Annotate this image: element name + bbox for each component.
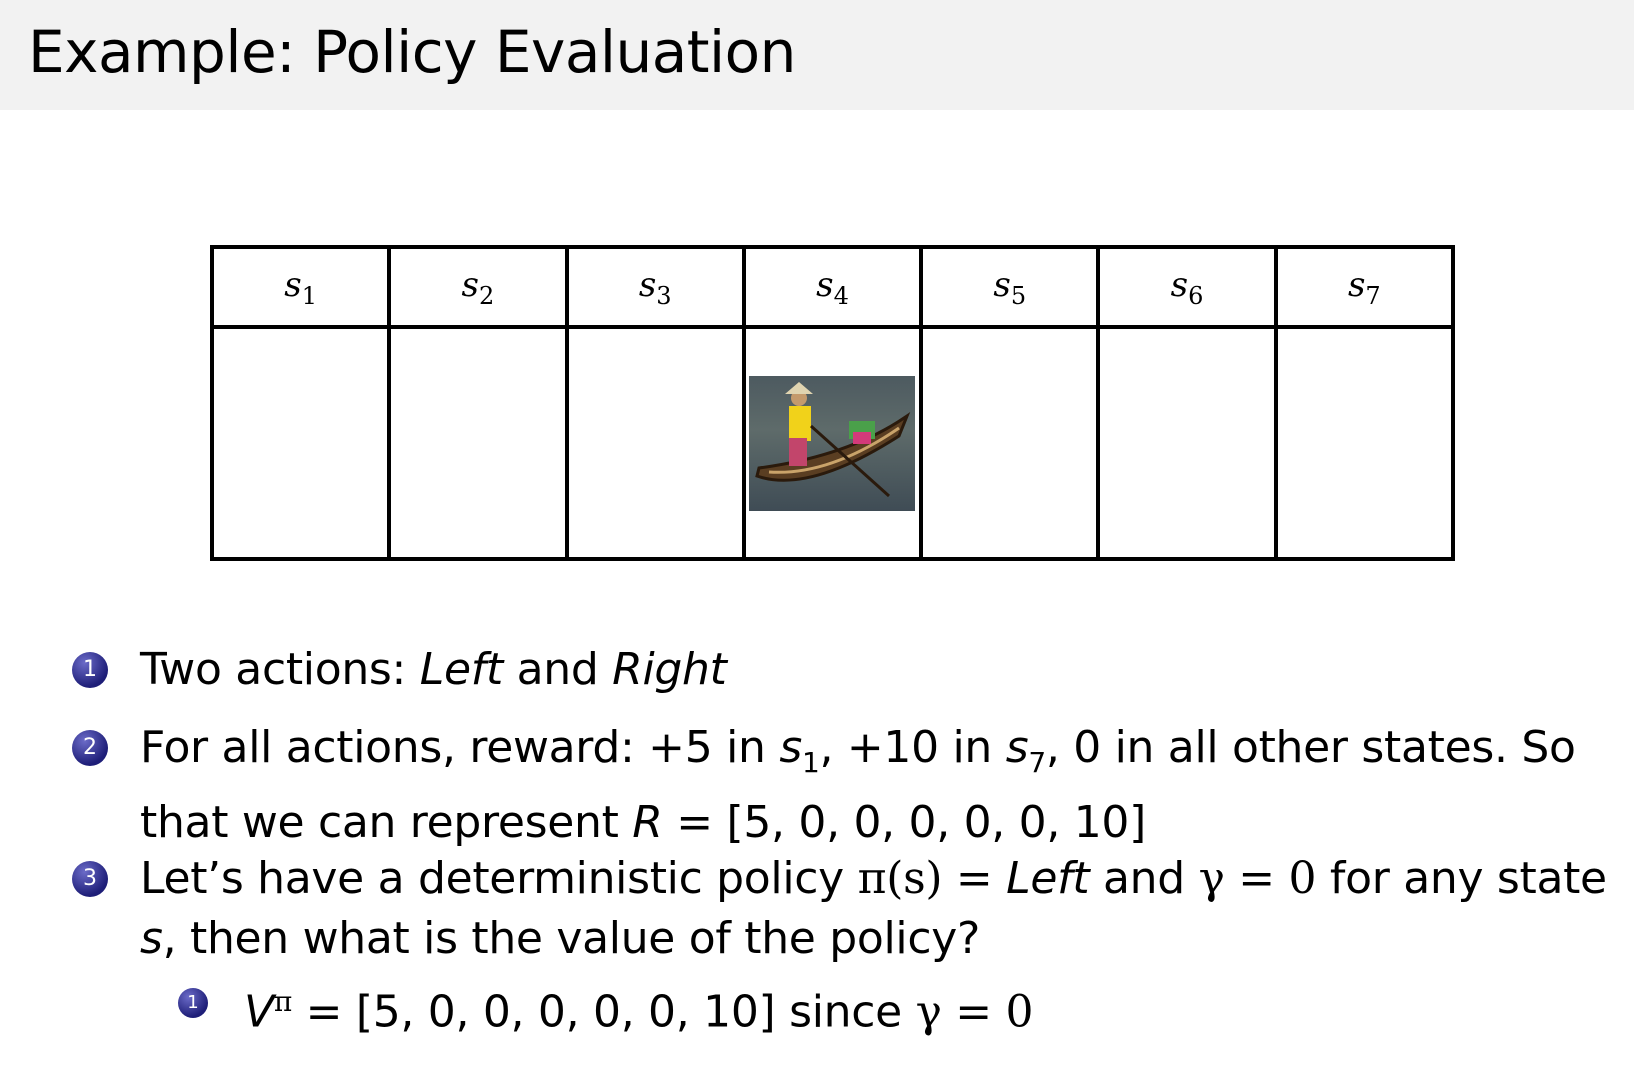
state-label-s1: s1	[209, 245, 392, 329]
state-cell	[564, 325, 746, 561]
state-cell	[209, 325, 392, 561]
state-label-s4: s4	[741, 245, 924, 329]
boat-image	[749, 375, 916, 511]
sub-bullet-item-1: Vπ = [5, 0, 0, 0, 0, 0, 10] since γ = 0	[244, 985, 1034, 1038]
state-cell	[1273, 325, 1456, 561]
state-label-s3: s3	[564, 245, 746, 329]
bullet-number: 3	[72, 861, 108, 897]
state-label-s5: s5	[919, 245, 1101, 329]
bullet-item-3: Let’s have a deterministic policy π(s) =…	[140, 853, 1607, 964]
slide-title: Example: Policy Evaluation	[28, 18, 796, 86]
state-label-s6: s6	[1096, 245, 1278, 329]
sub-bullet-number: 1	[178, 988, 208, 1018]
state-label-s2: s2	[387, 245, 569, 329]
state-cell	[1096, 325, 1278, 561]
state-cell	[919, 325, 1101, 561]
bullet-number: 2	[72, 730, 108, 766]
state-grid: s1 s2 s3 s4 s5 s6 s7	[209, 245, 1456, 561]
title-bar: Example: Policy Evaluation	[0, 0, 1634, 110]
state-label-s7: s7	[1273, 245, 1456, 329]
bullet-item-2: For all actions, reward: +5 in s1, +10 i…	[140, 722, 1576, 848]
bullet-item-1: Two actions: Left and Right	[140, 644, 727, 695]
state-cell-agent	[741, 325, 924, 561]
bullet-number: 1	[72, 652, 108, 688]
state-cell	[387, 325, 569, 561]
